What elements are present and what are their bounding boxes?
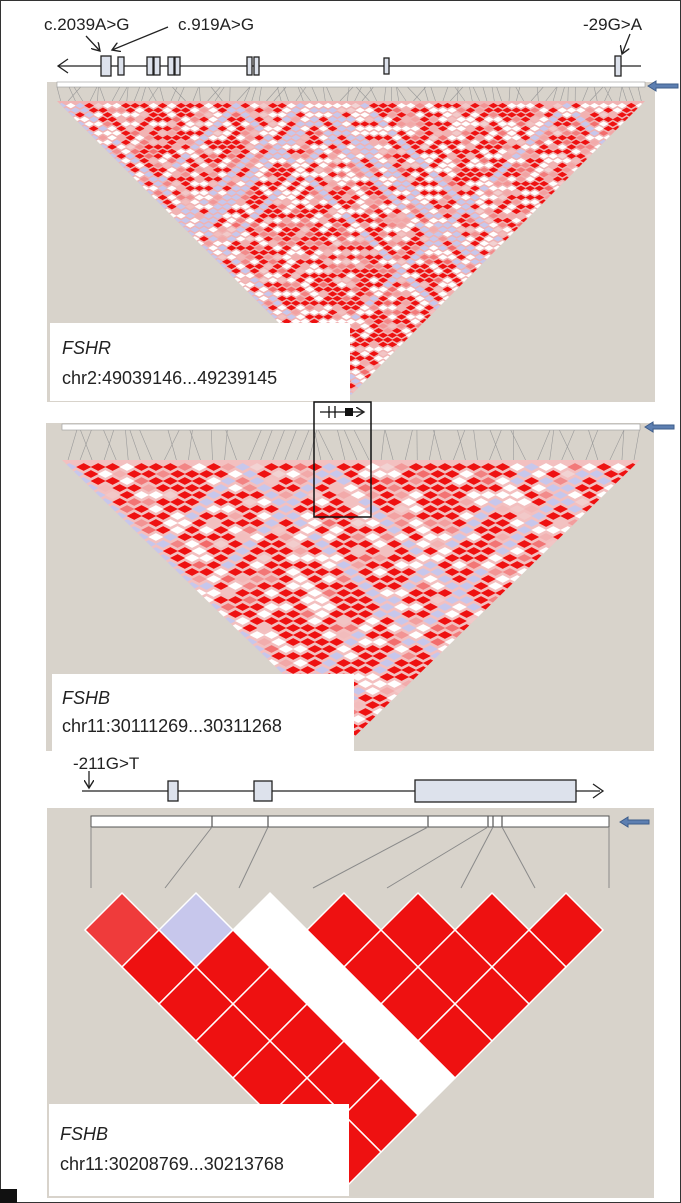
fshb-region-gene-name: FSHB: [62, 688, 110, 708]
fshb-region-ld-triangle: [62, 460, 640, 740]
fshr-variant-arrows: [85, 26, 631, 54]
fshr-ld-triangle: [57, 101, 645, 395]
corner-mark: [0, 1189, 17, 1203]
fshb-gene-position-arrow-icon: [619, 816, 650, 828]
variant-label-c919: c.919A>G: [178, 15, 254, 34]
fshb-region-coordinates: chr11:30111269...30311268: [62, 716, 282, 736]
fshb-gene-structure: [82, 779, 605, 803]
fshr-gene-name: FSHR: [62, 338, 111, 358]
fshb-gene-snp-marker-lines: [90, 816, 610, 889]
panel-fshb-region: FSHB chr11:30111269...30311268: [46, 401, 675, 751]
fshb-gene-ld-matrix: [83, 891, 605, 1191]
fshb-gene-coordinates: chr11:30208769...30213768: [60, 1154, 284, 1174]
variant-label-c2039: c.2039A>G: [44, 15, 130, 34]
variant-label-m211: -211G>T: [73, 754, 139, 773]
fshr-gene-structure: [56, 55, 641, 77]
fshb-gene-name: FSHB: [60, 1124, 108, 1144]
fshr-position-arrow-icon: [647, 80, 679, 92]
fshr-variant-labels: c.2039A>G c.919A>G -29G>A: [44, 15, 643, 34]
fshr-coordinates: chr2:49039146...49239145: [62, 368, 277, 388]
fshb-gene-location-box: [313, 401, 372, 518]
panel-fshr: c.2039A>G c.919A>G -29G>A FSHR chr2:4903…: [44, 15, 679, 402]
fshb-region-position-arrow-icon: [644, 421, 675, 433]
panel-fshb-gene: -211G>T FSHB chr11:30208769...30213768: [47, 754, 654, 1198]
fshb-region-snp-marker-lines: [67, 429, 640, 461]
variant-label-m29: -29G>A: [583, 15, 643, 34]
fshr-snp-marker-lines: [56, 86, 642, 102]
